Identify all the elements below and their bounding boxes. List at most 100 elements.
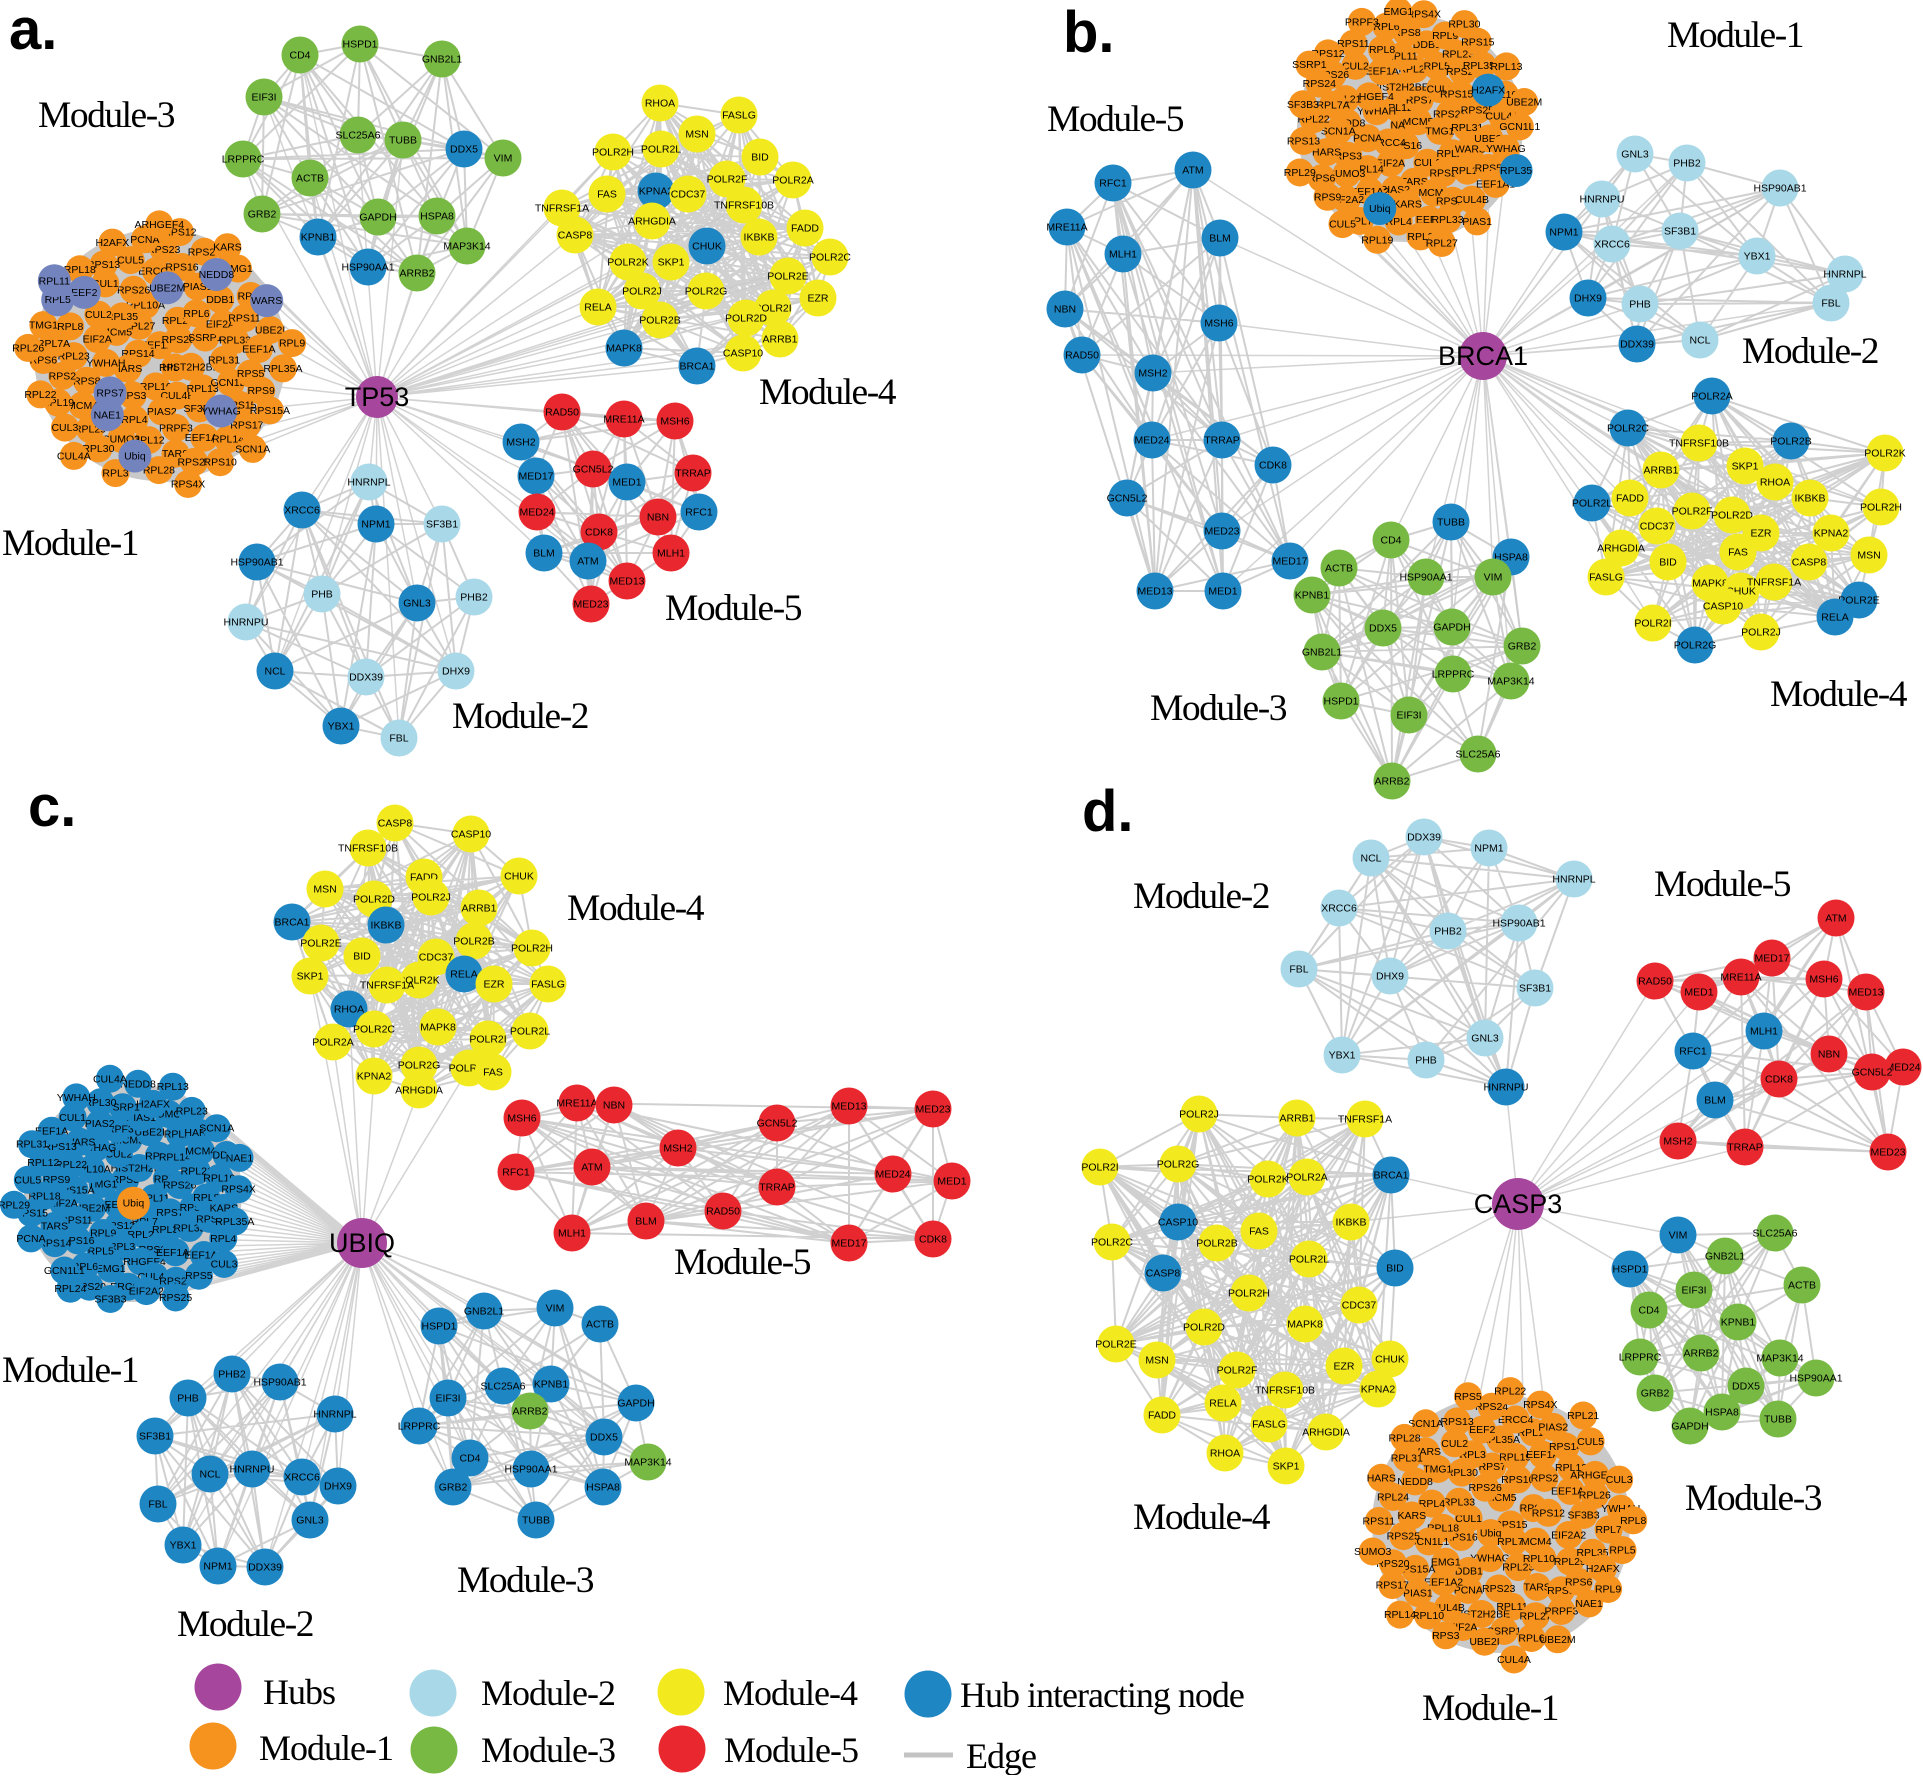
svg-text:POLR2J: POLR2J	[1179, 1109, 1219, 1121]
svg-text:UBE2I: UBE2I	[255, 325, 285, 337]
svg-text:DDX39: DDX39	[349, 672, 383, 684]
svg-text:MED24: MED24	[519, 507, 554, 519]
svg-text:PCNA: PCNA	[1353, 133, 1382, 145]
svg-text:BID: BID	[751, 152, 769, 164]
svg-text:TNFRSF1A: TNFRSF1A	[535, 203, 589, 215]
svg-text:SLC25A6: SLC25A6	[336, 130, 381, 142]
svg-text:KPNA2: KPNA2	[357, 1071, 392, 1083]
svg-text:POLR2G: POLR2G	[1157, 1159, 1200, 1171]
svg-text:MRE11A: MRE11A	[1046, 222, 1087, 234]
svg-text:EIF3I: EIF3I	[435, 1393, 460, 1405]
svg-text:MCM5: MCM5	[1403, 116, 1434, 128]
svg-text:RPS25: RPS25	[177, 456, 210, 468]
svg-text:ARHGDIA: ARHGDIA	[395, 1085, 443, 1097]
svg-text:RPL24: RPL24	[1377, 1491, 1409, 1503]
svg-text:RAD50: RAD50	[545, 407, 579, 419]
svg-text:HSP90AA1: HSP90AA1	[504, 1464, 557, 1476]
svg-text:TARS: TARS	[41, 1220, 68, 1232]
svg-text:BLM: BLM	[1209, 233, 1231, 245]
svg-text:FASLG: FASLG	[722, 110, 756, 122]
svg-text:RPS25: RPS25	[159, 1292, 192, 1304]
svg-text:POLR2F: POLR2F	[1672, 506, 1713, 518]
svg-text:POLR2D: POLR2D	[1183, 1322, 1225, 1334]
svg-text:RPL29: RPL29	[1554, 1556, 1586, 1568]
svg-text:MRE11A: MRE11A	[556, 1098, 597, 1110]
svg-text:EMG1: EMG1	[1431, 1556, 1461, 1568]
svg-text:BID: BID	[1386, 1263, 1404, 1275]
svg-text:RPL33: RPL33	[1431, 214, 1463, 226]
svg-text:RPL31: RPL31	[1391, 1452, 1423, 1464]
svg-text:Module-2: Module-2	[452, 696, 588, 737]
svg-text:LRPPRC: LRPPRC	[398, 1421, 441, 1433]
svg-text:RPL11: RPL11	[1496, 1601, 1527, 1613]
svg-text:CDK8: CDK8	[1259, 460, 1287, 472]
svg-text:ACTB: ACTB	[296, 173, 324, 185]
svg-text:DDX5: DDX5	[1732, 1381, 1760, 1393]
svg-text:IKBKB: IKBKB	[1336, 1217, 1367, 1229]
svg-text:TNFRSF10B: TNFRSF10B	[714, 200, 774, 212]
svg-text:MED23: MED23	[1204, 526, 1239, 538]
svg-text:MAPK8: MAPK8	[1287, 1319, 1323, 1331]
svg-text:NPM1: NPM1	[1474, 843, 1503, 855]
svg-text:FAS: FAS	[1728, 547, 1748, 559]
svg-text:NCL: NCL	[199, 1469, 220, 1481]
svg-text:DHX9: DHX9	[442, 666, 470, 678]
svg-text:EEF2: EEF2	[1469, 1424, 1495, 1436]
svg-text:PRPF3: PRPF3	[1544, 1606, 1578, 1618]
svg-text:RPL24: RPL24	[54, 1283, 86, 1295]
svg-text:RFC1: RFC1	[502, 1167, 530, 1179]
svg-text:POLR2K: POLR2K	[398, 975, 439, 987]
svg-text:MAP3K14: MAP3K14	[1487, 676, 1534, 688]
svg-text:MED23: MED23	[915, 1104, 950, 1116]
svg-text:YWHAG: YWHAG	[201, 406, 241, 418]
svg-text:Module-5: Module-5	[665, 588, 802, 629]
svg-text:RPS26: RPS26	[117, 284, 150, 296]
svg-text:MED17: MED17	[518, 471, 553, 483]
svg-text:POLR2C: POLR2C	[353, 1024, 395, 1036]
svg-text:RPS11: RPS11	[1337, 38, 1370, 50]
svg-text:RHOA: RHOA	[1210, 1448, 1240, 1460]
svg-text:MAPK8: MAPK8	[606, 343, 642, 355]
svg-text:EZR: EZR	[1334, 1361, 1355, 1373]
svg-text:MED23: MED23	[573, 599, 608, 611]
svg-text:IKBKB: IKBKB	[371, 920, 402, 932]
svg-text:NAE1: NAE1	[94, 409, 122, 421]
svg-text:POLR2L: POLR2L	[510, 1026, 550, 1038]
svg-text:BID: BID	[1659, 557, 1677, 569]
svg-text:POLR2A: POLR2A	[312, 1037, 353, 1049]
svg-text:d.: d.	[1082, 779, 1134, 844]
svg-text:RPL4: RPL4	[121, 414, 147, 426]
svg-text:MSH2: MSH2	[1138, 368, 1167, 380]
svg-text:RELA: RELA	[1821, 612, 1848, 624]
svg-text:RPS11: RPS11	[1363, 1516, 1396, 1528]
svg-text:ATM: ATM	[581, 1162, 602, 1174]
svg-text:RPS11: RPS11	[228, 313, 261, 325]
svg-text:Hubs: Hubs	[263, 1672, 335, 1712]
svg-text:RPL35: RPL35	[1500, 165, 1532, 177]
svg-text:FBL: FBL	[1821, 298, 1840, 310]
svg-text:BRCA1: BRCA1	[679, 361, 714, 373]
svg-text:POLR2D: POLR2D	[353, 894, 395, 906]
svg-text:POLR2H: POLR2H	[1860, 502, 1902, 514]
svg-text:TNFRSF10B: TNFRSF10B	[1255, 1385, 1315, 1397]
svg-text:MRE11A: MRE11A	[603, 414, 644, 426]
svg-text:RPS14: RPS14	[38, 1238, 71, 1250]
svg-text:H2AFX: H2AFX	[1586, 1563, 1620, 1575]
svg-text:RPL33: RPL33	[1443, 1496, 1475, 1508]
svg-text:RPS15A: RPS15A	[250, 405, 290, 417]
svg-text:CD4: CD4	[459, 1453, 480, 1465]
svg-text:ARRB1: ARRB1	[1643, 465, 1678, 477]
svg-text:H2AFX: H2AFX	[136, 1098, 170, 1110]
svg-text:HSP90AA1: HSP90AA1	[341, 262, 394, 274]
svg-text:HSP90AA1: HSP90AA1	[1789, 1373, 1842, 1385]
svg-text:MED1: MED1	[612, 477, 641, 489]
svg-text:DHX9: DHX9	[1574, 293, 1602, 305]
svg-text:RPL14: RPL14	[159, 1151, 191, 1163]
svg-text:CD4: CD4	[1380, 535, 1401, 547]
svg-text:BID: BID	[353, 951, 371, 963]
svg-text:SKP1: SKP1	[1732, 461, 1759, 473]
svg-text:RPS16: RPS16	[61, 1235, 94, 1247]
svg-text:CUL4B: CUL4B	[1455, 194, 1489, 206]
svg-text:RPL22: RPL22	[24, 389, 56, 401]
svg-text:CASP10: CASP10	[1703, 601, 1743, 613]
